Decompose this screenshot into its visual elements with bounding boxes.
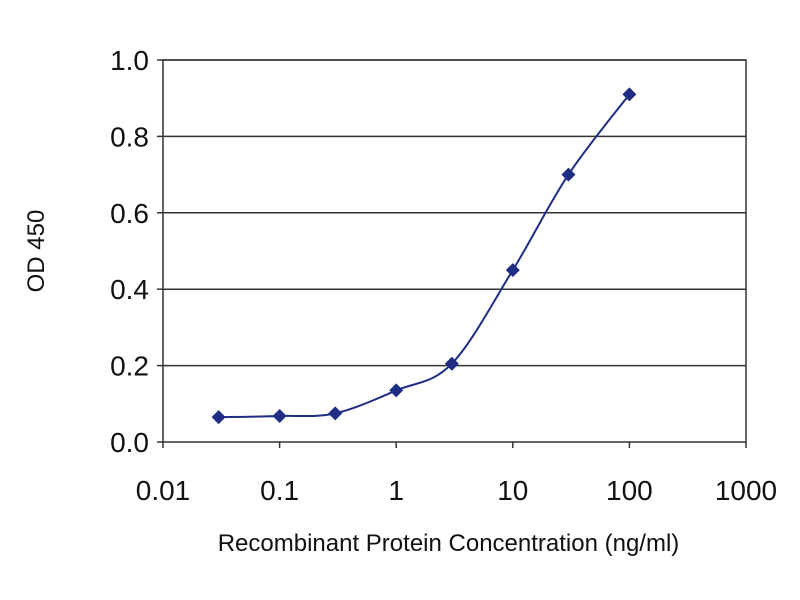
x-tick-label: 1000 [715,475,777,506]
x-axis-label: Recombinant Protein Concentration (ng/ml… [218,530,680,557]
x-tick-label: 1 [388,475,404,506]
x-tick-label: 0.1 [260,475,299,506]
y-tick-label: 0.0 [110,427,149,458]
y-tick-label: 0.2 [110,351,149,382]
plot-area [162,59,747,443]
x-tick-label: 100 [606,475,653,506]
data-point-marker [505,263,520,278]
y-tick-label: 1.0 [110,45,149,76]
axis-ticks: 0.0 0.2 0.4 0.6 0.8 1.0 0.01 0.1 1 10 100 1000 [110,45,777,506]
data-point-marker [211,410,226,425]
x-tick-label: 0.01 [136,475,191,506]
data-point-marker [561,167,576,182]
y-tick-label: 0.6 [110,198,149,229]
data-point-marker [389,383,404,398]
y-tick-label: 0.4 [110,274,149,305]
y-axis-label: OD 450 [23,210,50,293]
plot-background [163,60,746,442]
data-point-marker [444,356,459,371]
data-point-marker [328,406,343,421]
data-series [211,87,637,425]
data-point-marker [272,409,287,424]
y-tick-label: 0.8 [110,121,149,152]
data-point-marker [622,87,637,102]
x-tick-label: 10 [497,475,528,506]
gridlines [163,59,746,442]
